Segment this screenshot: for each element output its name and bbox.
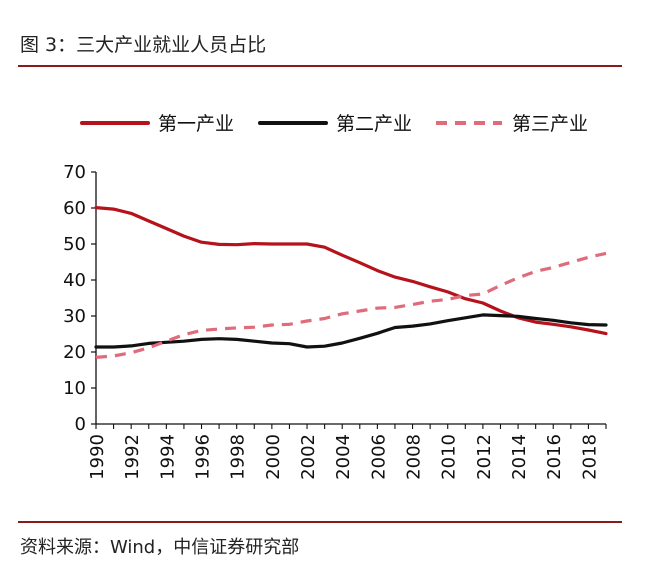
series-line-1 <box>94 206 608 336</box>
x-tick-label: 1996 <box>193 434 214 480</box>
source-note: 资料来源：Wind，中信证券研究部 <box>20 537 300 558</box>
x-tick-label: 1992 <box>122 434 143 480</box>
series-layer <box>94 206 608 359</box>
y-tick-label: 70 <box>63 162 86 183</box>
x-tick-label: 1998 <box>228 434 249 480</box>
legend-label-2: 第二产业 <box>336 113 412 135</box>
line-chart: 第一产业 第二产业 第三产业 0 10 20 30 40 50 60 70 1990 1992 1994… <box>63 113 608 480</box>
y-tick-label: 60 <box>63 198 86 219</box>
axes: 0 10 20 30 40 50 60 70 1990 1992 1994 1996 1998 2000 2… <box>63 162 607 480</box>
y-tick-label: 0 <box>75 414 86 435</box>
x-tick-label: 2006 <box>368 434 389 480</box>
legend: 第一产业 第二产业 第三产业 <box>80 113 588 135</box>
x-tick-label: 2016 <box>544 434 565 480</box>
x-tick-label: 2014 <box>509 434 530 480</box>
figure-title: 图 3：三大产业就业人员占比 <box>20 34 267 56</box>
y-tick-label: 50 <box>63 234 86 255</box>
x-tick-label: 2010 <box>439 434 460 480</box>
x-tick-label: 2000 <box>263 434 284 480</box>
y-tick-label: 10 <box>63 378 86 399</box>
legend-label-1: 第一产业 <box>158 113 234 135</box>
bottom-rule <box>18 521 622 523</box>
x-tick-label: 1994 <box>157 434 178 480</box>
top-rule <box>18 65 622 67</box>
x-tick-label: 2012 <box>474 434 495 480</box>
x-tick-label: 2004 <box>333 434 354 480</box>
x-tick-label: 1990 <box>87 434 108 480</box>
series-line-2 <box>94 313 608 349</box>
y-tick-label: 40 <box>63 270 86 291</box>
y-tick-label: 30 <box>63 306 86 327</box>
y-tick-label: 20 <box>63 342 86 363</box>
x-tick-label: 2018 <box>579 434 600 480</box>
x-tick-label: 2008 <box>404 434 425 480</box>
legend-label-3: 第三产业 <box>512 113 588 135</box>
x-tick-label: 2002 <box>298 434 319 480</box>
